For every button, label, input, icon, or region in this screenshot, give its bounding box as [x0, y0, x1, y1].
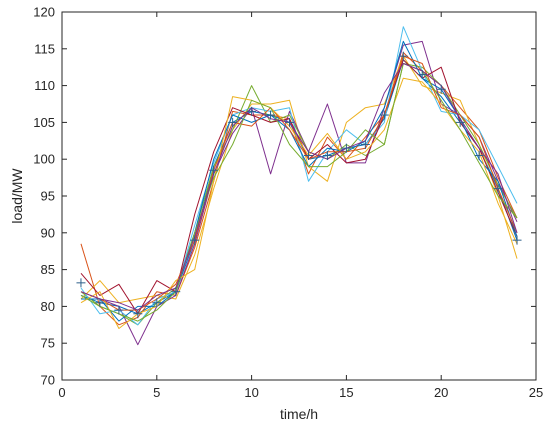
y-tick-label: 80	[41, 299, 55, 314]
y-tick-label: 120	[33, 5, 55, 20]
y-tick-label: 75	[41, 336, 55, 351]
tick-layer: 0 5 10 15 20 25 70 75 80 85 90 95 100 105 110 115 120	[33, 5, 543, 401]
series-line-6	[80, 26, 518, 326]
data-point-marker	[360, 139, 370, 149]
y-tick-label: 115	[34, 41, 55, 56]
y-tick-label: 70	[41, 373, 55, 388]
data-point-marker	[209, 165, 219, 175]
series-line-8	[81, 40, 518, 322]
data-point-marker	[436, 84, 446, 94]
data-point-marker	[379, 110, 389, 120]
data-point-marker	[133, 309, 143, 319]
x-tick-label: 20	[434, 385, 448, 400]
y-tick-label: 110	[34, 78, 55, 93]
data-point-marker	[152, 298, 162, 308]
data-point-marker	[322, 151, 332, 161]
y-axis-label: load/MW	[9, 168, 25, 224]
data-point-marker	[417, 70, 427, 80]
x-tick-label: 10	[244, 385, 258, 400]
data-point-marker	[493, 184, 503, 194]
y-tick-label: 105	[33, 115, 55, 130]
x-tick-label: 15	[339, 385, 353, 400]
y-tick-label: 100	[33, 152, 55, 167]
series-line-5	[80, 63, 518, 326]
data-point-marker	[341, 143, 351, 153]
series-line-12	[80, 63, 518, 311]
data-point-marker	[285, 117, 295, 127]
series-line-9	[80, 55, 518, 311]
data-point-marker	[474, 151, 484, 161]
y-tick-label: 90	[41, 225, 55, 240]
data-point-marker	[247, 106, 257, 116]
data-point-marker	[171, 287, 181, 297]
series-layer	[80, 26, 518, 346]
x-tick-label: 0	[58, 385, 65, 400]
series-line-7	[80, 59, 518, 315]
y-tick-label: 85	[41, 262, 55, 277]
y-tick-label: 95	[41, 189, 55, 204]
data-point-marker	[190, 235, 200, 245]
plot-frame	[61, 11, 537, 381]
data-point-marker	[455, 117, 465, 127]
data-point-marker	[95, 298, 105, 308]
data-point-marker	[303, 151, 313, 161]
marker-layer	[76, 51, 522, 319]
x-tick-label: 5	[153, 385, 160, 400]
data-point-marker	[512, 235, 522, 245]
series-line-11	[80, 63, 518, 322]
data-point-marker	[266, 110, 276, 120]
data-point-marker	[228, 117, 238, 127]
x-tick-label: 25	[529, 385, 543, 400]
data-point-marker	[114, 305, 124, 315]
series-line-10	[80, 77, 518, 329]
series-line-2	[80, 52, 518, 326]
data-point-marker	[76, 278, 86, 288]
series-line-3	[80, 55, 518, 304]
data-point-marker	[398, 51, 408, 61]
x-axis-label: time/h	[280, 406, 318, 422]
